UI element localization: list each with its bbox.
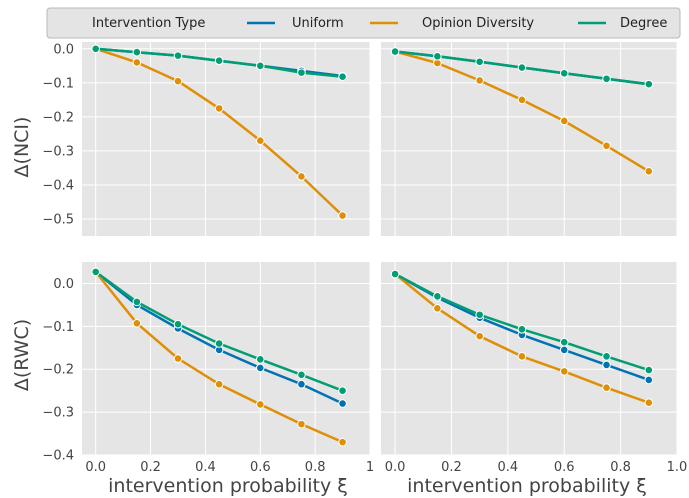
- data-point-opinion-diversity: [132, 319, 142, 328]
- data-point-opinion-diversity: [475, 331, 484, 341]
- data-point-degree: [173, 51, 183, 60]
- x-tick-label: 1.0: [667, 460, 688, 475]
- data-point-degree: [255, 61, 265, 71]
- data-point-degree: [602, 352, 611, 361]
- y-tick-label: −0.1: [42, 320, 74, 335]
- data-point-degree: [338, 72, 347, 82]
- data-point-degree: [517, 63, 527, 72]
- y-tick-label: −0.5: [42, 212, 74, 227]
- data-point-degree: [214, 339, 224, 348]
- data-point-degree: [91, 267, 101, 277]
- data-point-degree: [255, 355, 265, 364]
- data-point-opinion-diversity: [255, 400, 265, 409]
- data-point-opinion-diversity: [433, 304, 442, 313]
- plot-background: [381, 42, 677, 236]
- legend-label-opinion-diversity: Opinion Diversity: [422, 16, 534, 31]
- data-point-uniform: [559, 345, 569, 355]
- panel-top-left: 0.0 −0.1 −0.2 −0.3 −0.4 −0.5: [42, 42, 371, 236]
- legend-label-uniform: Uniform: [292, 16, 344, 31]
- x-tick-label: 0.4: [195, 460, 216, 475]
- data-point-opinion-diversity: [214, 379, 224, 389]
- data-point-uniform: [644, 375, 654, 385]
- data-point-opinion-diversity: [173, 354, 183, 363]
- x-axis-label-right: intervention probability ξ: [407, 475, 647, 497]
- data-point-degree: [433, 292, 442, 301]
- data-point-degree: [390, 269, 400, 279]
- data-point-degree: [214, 56, 224, 66]
- data-point-opinion-diversity: [559, 116, 569, 126]
- data-point-degree: [297, 68, 306, 77]
- data-point-uniform: [297, 379, 306, 389]
- data-point-degree: [173, 319, 183, 329]
- data-point-opinion-diversity: [255, 136, 265, 146]
- data-point-opinion-diversity: [602, 141, 611, 151]
- y-tick-label: −0.3: [42, 406, 74, 421]
- data-point-degree: [644, 365, 654, 375]
- data-point-opinion-diversity: [644, 167, 654, 176]
- data-point-opinion-diversity: [517, 352, 527, 361]
- x-tick-label: 1: [366, 460, 374, 475]
- y-tick-label: −0.2: [42, 363, 74, 378]
- x-tick-label: 0.8: [305, 460, 326, 475]
- y-tick-label: 0.0: [53, 277, 74, 292]
- data-point-opinion-diversity: [214, 104, 224, 113]
- y-axis-label-bottom: Δ(RWC): [11, 319, 33, 391]
- data-point-degree: [433, 51, 442, 61]
- y-tick-label: 0.0: [53, 42, 74, 57]
- data-point-opinion-diversity: [132, 58, 142, 67]
- data-point-opinion-diversity: [475, 76, 484, 85]
- data-point-opinion-diversity: [173, 76, 183, 86]
- y-tick-label: −0.4: [42, 449, 74, 464]
- panel-bottom-right: 0.0 0.2 0.4 0.6 0.8 1.0: [381, 262, 687, 475]
- x-tick-label: 0.4: [498, 460, 519, 475]
- legend-title: Intervention Type: [92, 16, 205, 31]
- data-point-opinion-diversity: [644, 398, 654, 407]
- data-point-degree: [132, 47, 142, 57]
- x-tick-label: 0.2: [140, 460, 161, 475]
- x-tick-label: 0.8: [610, 460, 631, 475]
- data-point-degree: [475, 310, 484, 320]
- data-point-opinion-diversity: [297, 419, 306, 429]
- data-point-uniform: [255, 363, 265, 373]
- data-point-opinion-diversity: [559, 367, 569, 376]
- plot-background: [82, 42, 370, 236]
- data-point-degree: [390, 47, 400, 56]
- x-axis-label-left: intervention probability ξ: [108, 475, 348, 497]
- legend-label-degree: Degree: [620, 16, 667, 31]
- data-point-degree: [644, 79, 654, 89]
- panel-bottom-left: 0.0 0.2 0.4 0.6 0.8 1 0.0 −0.1 −0.2 −0.3 −0.4: [42, 262, 374, 475]
- panel-top-right: [381, 42, 678, 236]
- data-point-opinion-diversity: [517, 95, 527, 105]
- data-point-degree: [132, 297, 142, 307]
- data-point-degree: [559, 69, 569, 78]
- y-tick-label: −0.2: [42, 110, 74, 125]
- legend-box: [46, 7, 681, 39]
- y-axis-label-top: Δ(NCI): [11, 117, 33, 178]
- x-tick-label: 0.6: [250, 460, 271, 475]
- y-tick-label: −0.4: [42, 178, 74, 193]
- data-point-degree: [559, 337, 569, 347]
- data-point-degree: [297, 370, 306, 380]
- legend: Intervention Type Uniform Opinion Divers…: [46, 7, 681, 39]
- data-point-degree: [602, 74, 611, 84]
- x-tick-label: 0.6: [554, 460, 575, 475]
- data-point-opinion-diversity: [602, 383, 611, 392]
- y-tick-label: −0.3: [42, 144, 74, 159]
- data-point-uniform: [602, 360, 611, 370]
- data-point-opinion-diversity: [297, 172, 306, 181]
- data-point-degree: [475, 57, 484, 67]
- data-point-degree: [517, 325, 527, 334]
- data-point-uniform: [338, 399, 347, 408]
- data-point-degree: [91, 44, 101, 54]
- x-tick-label: 0.0: [85, 460, 106, 475]
- data-point-degree: [338, 386, 347, 395]
- y-tick-label: −0.1: [42, 76, 74, 91]
- plot-background: [82, 262, 370, 455]
- x-tick-label: 0.2: [441, 460, 462, 475]
- x-tick-label: 0.0: [385, 460, 406, 475]
- data-point-opinion-diversity: [338, 437, 347, 447]
- data-point-opinion-diversity: [338, 211, 347, 220]
